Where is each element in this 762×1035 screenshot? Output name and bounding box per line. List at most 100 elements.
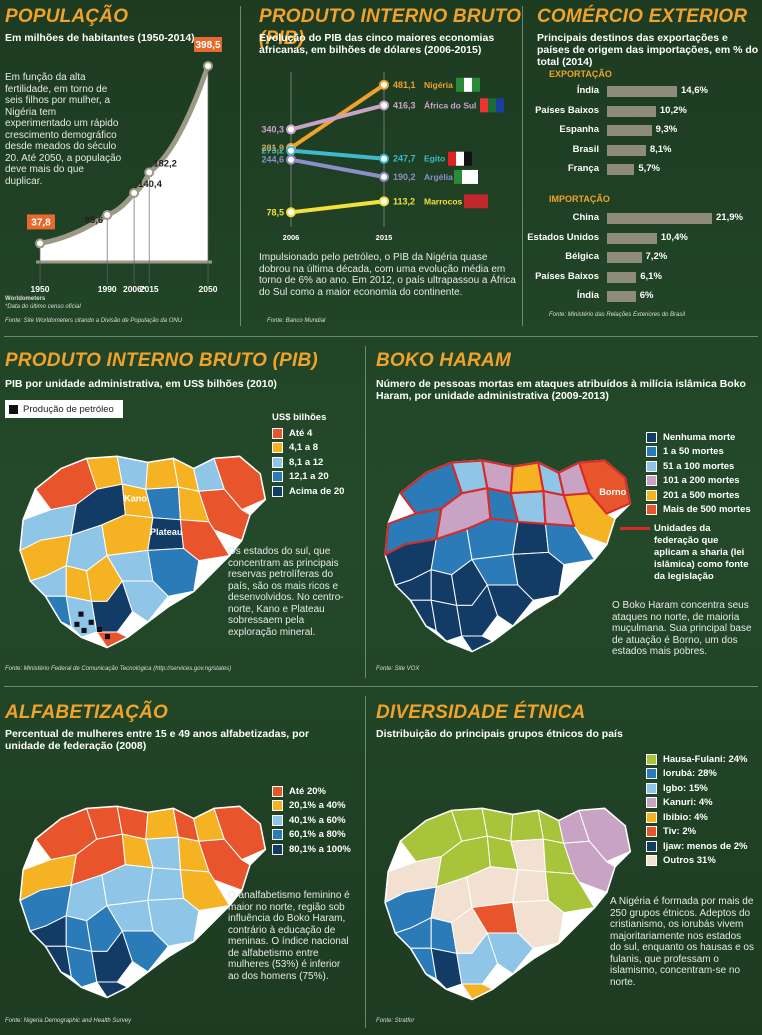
x-tick-label: 2006	[283, 233, 300, 242]
data-point	[286, 207, 296, 218]
bar	[607, 86, 677, 97]
legend-swatch	[272, 471, 283, 483]
population-panel: POPULAÇÃO Em milhões de habitantes (1950…	[0, 0, 240, 334]
legend-label: Mais de 500 mortes	[663, 504, 751, 516]
ethnic-panel: DIVERSIDADE ÉTNICA Distribuição do princ…	[366, 690, 762, 1035]
data-point	[379, 196, 389, 207]
panel-title: PRODUTO INTERNO BRUTO (PIB)	[5, 350, 318, 371]
source: Fonte: Site VOX	[376, 666, 420, 672]
ethnic-legend: Hausa-Fulani: 24% Iorubá: 28% Igbo: 15% Kan…	[646, 752, 747, 868]
oil-swatch	[9, 404, 18, 414]
state-region	[65, 595, 98, 638]
flag-icon	[496, 98, 504, 113]
data-point	[35, 238, 45, 249]
value-label: 113,2	[393, 196, 415, 206]
ethnic-text: A Nigéria é formada por mais de 250 grup…	[610, 896, 754, 988]
bar-category-label: Países Baixos	[535, 104, 599, 116]
panel-title: COMÉRCIO EXTERIOR	[537, 6, 748, 27]
legend-label: Ibibio: 4%	[663, 811, 708, 823]
panel-subtitle: Em milhões de habitantes (1950-2014)	[5, 32, 195, 44]
series-line	[290, 157, 385, 179]
legend-label: Ijaw: menos de 2%	[663, 840, 748, 852]
legend-item: 101 a 200 mortes	[646, 474, 751, 489]
data-point	[379, 171, 389, 182]
oil-marker	[78, 611, 84, 617]
x-tick-label: 2006*	[123, 284, 146, 294]
legend-swatch	[646, 460, 657, 472]
state-region	[121, 930, 169, 973]
value-label: 182,2	[153, 158, 177, 169]
divider	[4, 336, 758, 337]
x-tick-label: 2050	[199, 284, 218, 294]
value-label: 140,4	[138, 179, 162, 190]
legend-label: Kanuri: 4%	[663, 797, 713, 809]
panel-subtitle: Distribuição do principais grupos étnico…	[376, 728, 623, 740]
legend-title: US$ bilhões	[272, 412, 327, 423]
flag-icon	[480, 98, 488, 113]
legend-item: Ijaw: menos de 2%	[646, 839, 747, 854]
state-region	[510, 810, 545, 842]
series-name: Argélia	[424, 172, 453, 182]
bar-value-label: 7,2%	[645, 251, 668, 262]
state-region	[95, 981, 129, 998]
population-chart: 37,8 1950 95,6 1990 140,4 2006* 182,2 2015 398,5…	[27, 37, 222, 294]
bar-category-label: Índia	[576, 290, 599, 301]
legend-item: Outros 31%	[646, 854, 747, 869]
legend-swatch	[646, 768, 657, 780]
value-label: 398,5	[195, 40, 220, 51]
state-region	[486, 932, 534, 975]
legend-swatch	[646, 489, 657, 501]
trade-panel: COMÉRCIO EXTERIOR Principais destinos da…	[523, 0, 762, 334]
legend-label: 51 a 100 mortes	[663, 460, 735, 472]
legend-swatch	[272, 814, 283, 826]
panel-title: DIVERSIDADE ÉTNICA	[376, 702, 586, 723]
flag-icon	[464, 77, 472, 92]
value-label: 247,7	[393, 154, 416, 164]
legend-label: 12,1 a 20	[289, 471, 329, 483]
legend-item: 51 a 100 mortes	[646, 459, 751, 474]
series-name: Marrocos	[424, 196, 463, 206]
bar	[607, 105, 656, 117]
bar-category-label: Índia	[576, 85, 599, 96]
legend-item: 12,1 a 20	[272, 470, 344, 485]
legend-label: 60,1% a 80%	[289, 829, 346, 841]
series-line	[290, 103, 385, 132]
map-group	[19, 805, 267, 999]
divider	[240, 6, 241, 326]
bar-value-label: 9,3%	[655, 124, 678, 135]
flag-icon	[488, 98, 496, 113]
divider	[365, 346, 366, 678]
divider	[4, 686, 758, 687]
legend-item: 60,1% a 80%	[272, 828, 351, 843]
legend-swatch	[646, 446, 657, 458]
bar-value-label: 10,4%	[660, 231, 688, 243]
legend-label: Até 4	[289, 427, 313, 439]
x-tick-label: 2015	[140, 284, 159, 294]
map-group: Kano Plateau	[19, 455, 267, 649]
legend-swatch	[646, 826, 657, 838]
boko-map: Borno	[384, 459, 632, 653]
sharia-border	[577, 459, 632, 515]
bar-category-label: Espanha	[559, 124, 599, 135]
literacy-panel: ALFABETIZAÇÃO Percentual de mulheres ent…	[0, 690, 365, 1035]
bar-value-label: 5,7%	[638, 163, 660, 174]
panel-subtitle: Principais destinos das exportações e pa…	[537, 32, 759, 68]
bar-category-label: França	[567, 163, 599, 174]
legend-label: Tiv: 2%	[663, 826, 697, 838]
state-region	[460, 983, 494, 1000]
panel-title: BOKO HARAM	[376, 350, 511, 371]
state-label: Plateau	[150, 527, 183, 537]
bar-value-label: 14,6%	[681, 85, 708, 96]
panel-title: POPULAÇÃO	[5, 6, 129, 27]
legend-label: 8,1 a 12	[289, 456, 324, 468]
panel-subtitle: Percentual de mulheres entre 15 e 49 ano…	[5, 728, 310, 752]
data-point	[144, 167, 155, 178]
data-point	[203, 61, 213, 71]
gdp-map-panel: PRODUTO INTERNO BRUTO (PIB) PIB por unid…	[0, 340, 365, 685]
legend-label: Igbo: 15%	[663, 782, 708, 794]
ethnic-map	[384, 807, 632, 1001]
legend-swatch	[272, 785, 283, 797]
oil-legend: Produção de petróleo	[5, 400, 123, 418]
state-region	[145, 458, 180, 490]
state-region	[95, 631, 129, 648]
